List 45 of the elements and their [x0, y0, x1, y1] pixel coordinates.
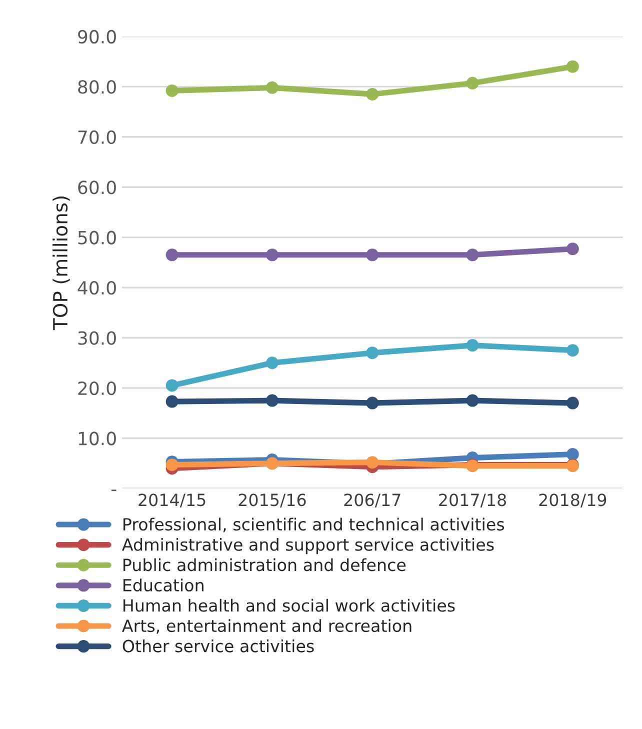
x-tick-label: 2014/15: [138, 494, 206, 508]
point: [566, 344, 579, 357]
y-tick-label: -: [111, 490, 116, 492]
y-tick-label: 80.0: [78, 80, 116, 94]
y-tick-label: 30.0: [78, 331, 116, 345]
point: [166, 458, 178, 472]
legend-label: Administrative and support service activities: [122, 538, 494, 554]
point: [466, 248, 479, 262]
y-tick-label: 60.0: [78, 180, 116, 194]
x-tick-label: 2015/16: [238, 494, 306, 508]
point: [266, 248, 278, 262]
y-tick-label: 10.0: [78, 432, 116, 446]
point: [266, 356, 278, 370]
point: [266, 394, 278, 407]
point: [566, 448, 579, 461]
y-tick-label: 70.0: [78, 130, 116, 144]
point: [166, 379, 178, 392]
point: [466, 394, 479, 407]
point: [566, 60, 579, 73]
legend-label: Professional, scientific and technical activities: [124, 518, 504, 532]
x-tick-label: 2017/18: [439, 494, 506, 508]
point: [566, 396, 579, 410]
point: [366, 88, 379, 100]
y-tick-label: 90.0: [78, 30, 116, 44]
y-tick-label: 20.0: [78, 381, 116, 396]
point: [366, 248, 379, 262]
y-axis-title: TOP (millions): [52, 196, 70, 330]
legend-label: Public administration and defence: [124, 558, 406, 572]
point: [166, 84, 178, 97]
point: [366, 346, 379, 360]
legend-label: Human health and social work activities: [124, 598, 455, 612]
point: [566, 242, 579, 256]
legend-label: Education: [124, 578, 204, 592]
y-tick-label: 50.0: [78, 230, 116, 244]
point: [466, 76, 479, 90]
x-tick-label: 2018/19: [539, 494, 606, 508]
legend-label: Arts, entertainment and recreation: [122, 619, 412, 634]
x-tick-label: 206/17: [344, 494, 400, 508]
point: [466, 339, 479, 352]
point: [366, 396, 379, 410]
point: [166, 395, 178, 408]
y-tick-label: 40.0: [78, 281, 116, 295]
point: [166, 248, 178, 262]
legend-label: Other service activities: [122, 639, 314, 652]
point: [266, 81, 278, 94]
